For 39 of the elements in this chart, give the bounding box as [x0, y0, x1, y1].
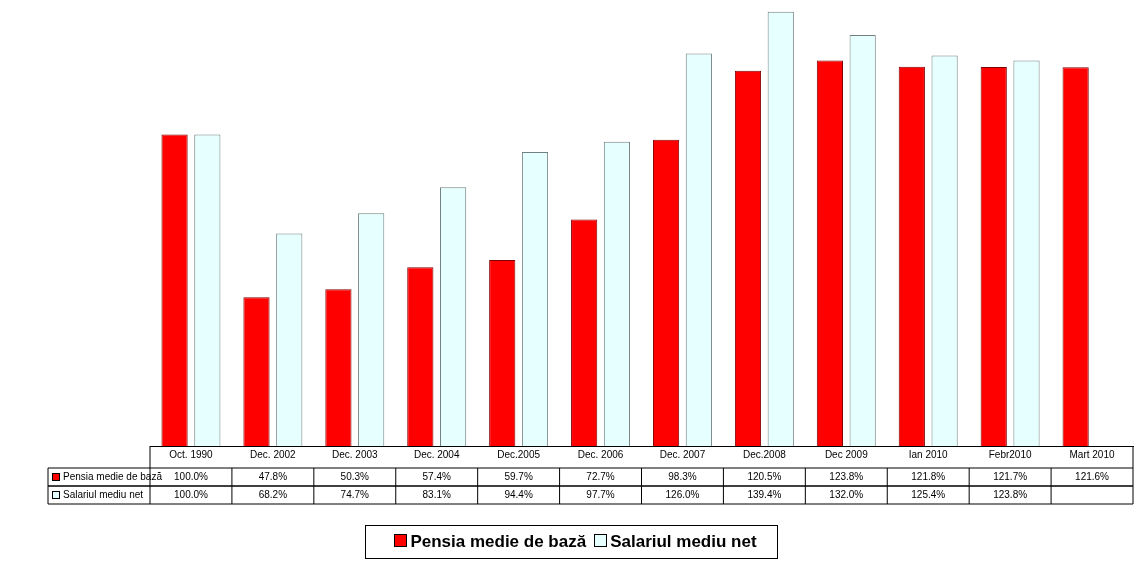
x-tick-label: Dec. 2007: [659, 448, 706, 460]
data-label: 50.3%: [340, 470, 370, 482]
data-label: 74.7%: [340, 488, 370, 500]
x-tick-label: Dec. 2006: [577, 448, 624, 460]
text: Salariul mediu net: [610, 532, 757, 551]
x-tick-label: Dec. 2002: [250, 448, 297, 460]
legend-label: Pensia medie de bază: [63, 470, 163, 482]
data-label: 121.8%: [911, 470, 946, 482]
x-tick-label: Dec.2005: [497, 448, 541, 460]
x-tick-label: Dec 2009: [824, 448, 869, 460]
x-tick-label: Febr2010: [988, 448, 1032, 460]
data-label: 59.7%: [504, 470, 533, 482]
data-label: 120.5%: [747, 470, 782, 482]
data-label: 100.0%: [174, 470, 209, 482]
data-label: 132.0%: [829, 488, 864, 500]
text: Pensia medie de bază: [410, 532, 587, 551]
legend-label: Salariul mediu net: [63, 488, 144, 500]
data-label: 100.0%: [174, 488, 209, 500]
x-tick-label: Dec.2008: [742, 448, 787, 460]
data-label: 98.3%: [668, 470, 697, 482]
x-tick-label: Mart 2010: [1069, 448, 1115, 460]
data-label: 47.8%: [258, 470, 288, 482]
data-label: 139.4%: [747, 488, 782, 500]
data-label: 94.4%: [504, 488, 533, 500]
data-label: 123.8%: [829, 470, 864, 482]
data-label: 121.7%: [993, 470, 1028, 482]
data-label: 121.6%: [1075, 470, 1110, 482]
data-label: 126.0%: [665, 488, 700, 500]
x-tick-label: Oct. 1990: [169, 448, 214, 460]
data-label: 125.4%: [911, 488, 946, 500]
x-tick-label: Dec. 2003: [331, 448, 379, 460]
x-tick-label: Ian 2010: [908, 448, 949, 460]
data-label: 97.7%: [586, 488, 615, 500]
data-label: 68.2%: [258, 488, 288, 500]
x-tick-label: Dec. 2004: [413, 448, 460, 460]
data-label: 57.4%: [422, 470, 451, 482]
data-label: 72.7%: [586, 470, 615, 482]
data-label: 83.1%: [422, 488, 451, 500]
data-label: 123.8%: [993, 488, 1028, 500]
